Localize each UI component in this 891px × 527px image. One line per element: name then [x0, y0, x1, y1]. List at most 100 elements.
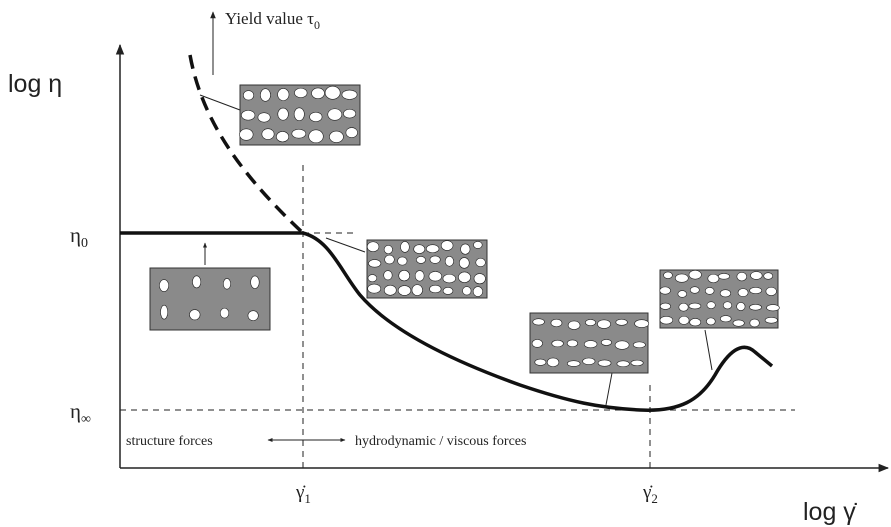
particle — [384, 271, 393, 280]
particle — [690, 287, 699, 294]
particle — [240, 129, 254, 141]
eta-infinity: η∞ — [70, 399, 91, 427]
particle — [679, 316, 689, 324]
particle — [751, 272, 763, 280]
particle — [679, 303, 688, 311]
particle — [720, 316, 731, 322]
eta-zero: η0 — [70, 223, 88, 251]
particle — [660, 287, 671, 294]
particle — [737, 302, 745, 310]
particle — [764, 273, 773, 280]
particle — [342, 90, 357, 99]
particle — [678, 291, 687, 298]
particle — [551, 319, 562, 327]
diagram: Yield value τ0 log η η0 η∞ structure for… — [0, 0, 891, 527]
particle — [415, 271, 424, 282]
particle — [597, 320, 610, 329]
particle — [718, 273, 729, 279]
particle — [474, 274, 485, 284]
particle — [398, 286, 411, 296]
particle — [598, 360, 611, 366]
particle — [368, 260, 380, 268]
particle — [749, 304, 761, 310]
particle — [532, 339, 543, 347]
yield-label: Yield value τ0 — [225, 9, 320, 32]
particle — [262, 129, 274, 140]
particle — [251, 276, 260, 289]
particle — [414, 245, 425, 254]
particle — [310, 112, 322, 122]
particle — [278, 108, 289, 120]
particle — [750, 319, 760, 327]
particle — [258, 113, 270, 123]
y-axis-label: log η — [8, 70, 62, 98]
particle — [601, 339, 611, 345]
particle — [294, 88, 307, 98]
particle — [241, 110, 255, 120]
particle — [633, 342, 645, 348]
particle — [765, 317, 777, 323]
particle — [733, 320, 744, 326]
particle — [583, 358, 596, 365]
particle — [248, 311, 258, 321]
particle — [738, 289, 748, 297]
particle — [690, 318, 701, 325]
particle — [426, 245, 439, 253]
particle — [343, 109, 355, 118]
particle — [723, 302, 732, 309]
particle — [220, 308, 229, 318]
particle — [412, 285, 423, 296]
particle — [292, 129, 306, 138]
particle — [567, 340, 577, 347]
particle — [368, 275, 377, 282]
particle — [737, 272, 747, 281]
particle — [706, 318, 715, 325]
particle — [584, 341, 597, 348]
particle — [463, 287, 472, 296]
particle — [243, 91, 253, 101]
particle — [384, 245, 392, 253]
particle — [260, 89, 270, 102]
particle — [635, 320, 649, 328]
particle — [278, 88, 289, 100]
particle — [346, 128, 358, 138]
particle — [441, 241, 453, 251]
particle — [399, 270, 410, 281]
particle — [473, 287, 483, 297]
particle — [476, 258, 486, 266]
particle — [161, 305, 168, 319]
particle — [443, 274, 456, 283]
particle — [461, 244, 471, 254]
particle — [568, 321, 580, 330]
region-left: structure forces — [126, 434, 213, 449]
particle — [689, 270, 701, 279]
particle — [617, 361, 630, 367]
particle — [766, 287, 777, 295]
particle — [675, 274, 688, 282]
particle — [368, 284, 381, 293]
particle — [443, 287, 453, 294]
particle — [708, 274, 719, 283]
particle — [223, 278, 230, 289]
particle — [616, 319, 628, 325]
particle — [567, 361, 580, 367]
particle — [459, 258, 469, 269]
particle — [750, 287, 762, 293]
particle — [660, 316, 673, 324]
particle — [429, 285, 441, 293]
particle — [689, 303, 701, 309]
particle — [705, 287, 714, 294]
particle — [401, 241, 410, 252]
particle — [385, 255, 395, 264]
particle — [325, 86, 340, 99]
particle — [458, 272, 470, 283]
particle — [416, 256, 425, 263]
particle — [585, 319, 595, 325]
gamma-one: γ̇1 — [295, 482, 311, 506]
particle — [189, 310, 200, 320]
particle — [430, 256, 440, 263]
x-axis-label: log γ̇ — [803, 498, 858, 526]
particle — [159, 280, 168, 292]
particle — [720, 290, 731, 297]
particle — [309, 130, 324, 143]
